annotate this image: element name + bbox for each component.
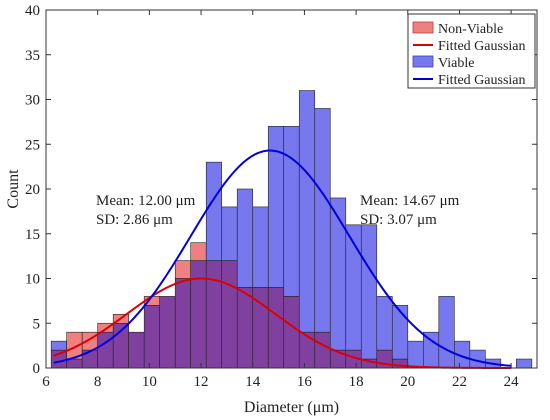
x-axis-label: Diameter (μm) (244, 399, 339, 416)
viable-bar (252, 206, 269, 288)
overlap-bar (97, 331, 114, 369)
overlap-bar (143, 305, 161, 369)
viable-bar (205, 161, 223, 261)
y-tick-label: 25 (25, 137, 40, 153)
viable-sd-annotation: SD: 3.07 μm (360, 212, 437, 228)
x-tick-label: 12 (194, 374, 209, 390)
x-tick-label: 14 (245, 374, 261, 390)
y-tick-label: 10 (25, 272, 40, 288)
overlap-bar (314, 331, 331, 369)
viable-bar (422, 331, 440, 369)
overlap-bar (267, 287, 285, 369)
fit-curves-layer (53, 149, 512, 369)
nonviable-mean-annotation: Mean: 12.00 μm (96, 193, 196, 209)
overlap-bar (221, 260, 238, 369)
nonviable-bar (190, 242, 207, 261)
legend-nonviable-swatch (412, 21, 434, 34)
legend-viable-fit-label: Fitted Gaussian (438, 73, 526, 88)
legend-viable-label: Viable (438, 56, 474, 71)
y-tick-label: 15 (25, 227, 40, 243)
viable-fit-curve (53, 149, 512, 367)
x-tick-label: 18 (349, 374, 364, 390)
x-tick-label: 10 (142, 374, 157, 390)
viable-bar (236, 188, 254, 288)
viable-bar (329, 197, 347, 351)
x-tick-label: 20 (400, 374, 415, 390)
x-tick-label: 22 (452, 374, 467, 390)
viable-bar (283, 126, 300, 297)
y-tick-label: 20 (25, 182, 40, 198)
viable-bar (407, 340, 424, 369)
viable-bar (438, 296, 455, 369)
y-tick-label: 30 (25, 93, 40, 109)
legend-nonviable-label: Non-Viable (438, 22, 503, 37)
x-tick-label: 6 (42, 374, 50, 390)
nonviable-sd-annotation: SD: 2.86 μm (96, 212, 173, 228)
y-tick-label: 35 (25, 48, 40, 64)
viable-bar (360, 224, 378, 360)
legend-viable-swatch (412, 55, 434, 68)
y-axis-label: Count (5, 169, 22, 209)
overlap-bar (283, 296, 300, 369)
y-tick-label: 40 (25, 3, 40, 19)
viable-bar (221, 206, 238, 261)
overlap-bar (174, 278, 192, 369)
x-tick-label: 8 (94, 374, 102, 390)
overlap-bar (205, 260, 223, 369)
axis-ticks: 6 8 10 12 14 16 18 20 22 24 0 5 10 15 20 25 30 35 40 (25, 3, 537, 390)
overlap-bar (66, 358, 83, 369)
overlap-bar (190, 260, 207, 369)
y-tick-label: 0 (33, 361, 41, 377)
overlap-bar (159, 296, 176, 369)
nonviable-bar (174, 260, 192, 279)
viable-mean-annotation: Mean: 14.67 μm (360, 193, 460, 209)
viable-bar (298, 90, 316, 333)
overlap-bar (81, 349, 98, 369)
viable-bar (376, 296, 393, 351)
x-tick-label: 16 (297, 374, 313, 390)
x-tick-label: 24 (504, 374, 520, 390)
y-tick-label: 5 (33, 316, 41, 332)
overlap-bar (298, 331, 316, 369)
overlap-bar (128, 331, 145, 369)
nonviable-fit-curve (53, 277, 512, 369)
viable-bar (391, 305, 409, 360)
viable-bar (516, 358, 533, 369)
legend: Non-Viable Fitted Gaussian Viable Fitted… (407, 13, 536, 89)
legend-nonviable-fit-label: Fitted Gaussian (438, 39, 526, 54)
viable-bar (314, 108, 331, 333)
viable-bar (50, 340, 67, 351)
overlap-bar (236, 287, 254, 369)
